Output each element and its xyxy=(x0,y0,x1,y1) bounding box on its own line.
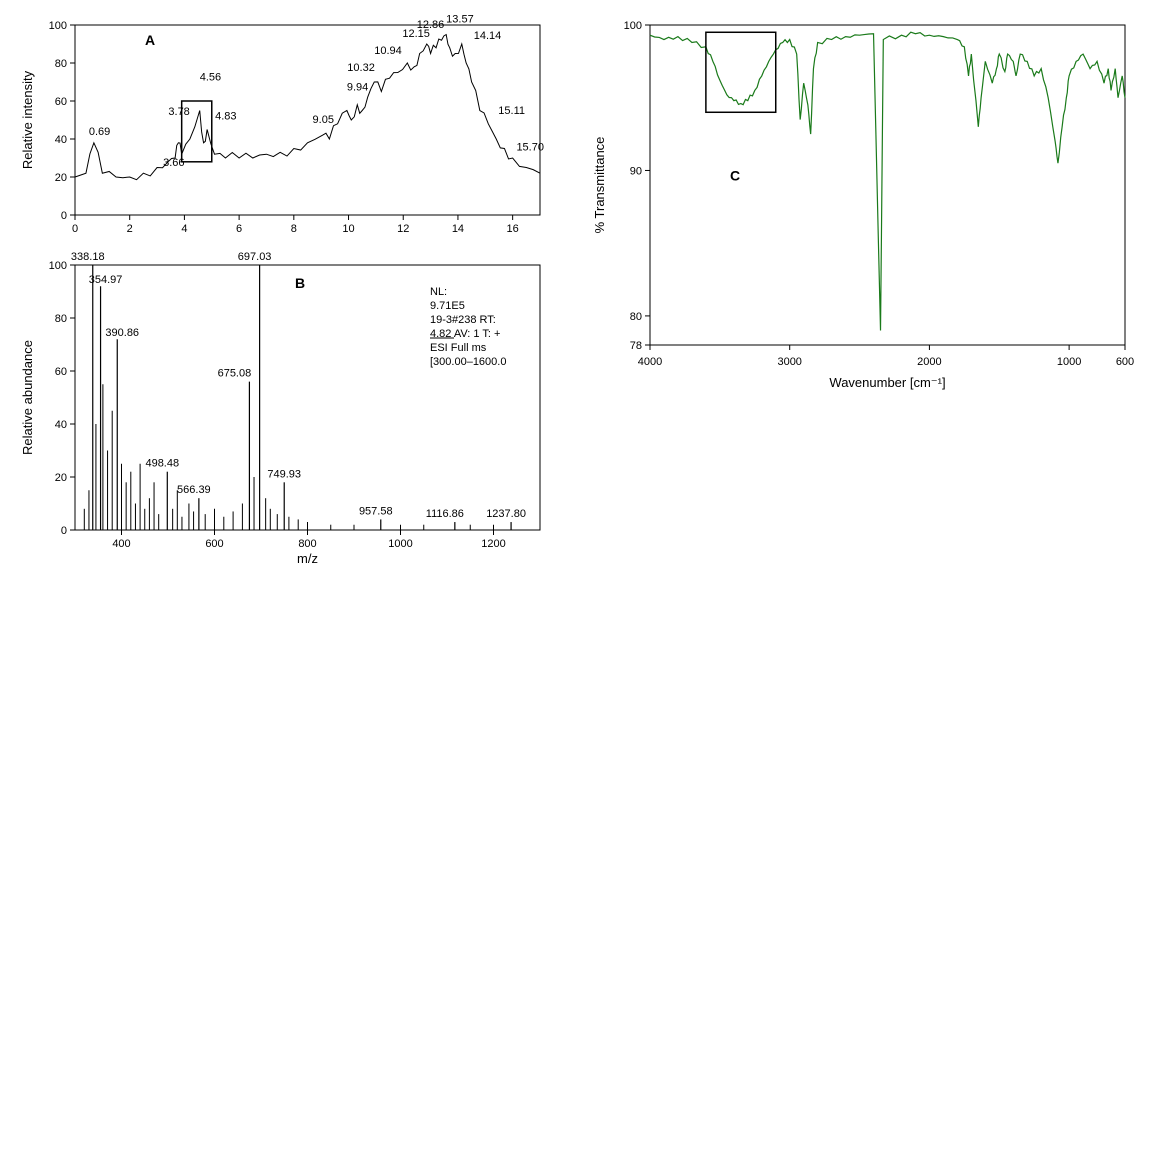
svg-text:2000: 2000 xyxy=(917,356,941,368)
svg-text:ESI Full ms: ESI Full ms xyxy=(430,342,487,354)
svg-text:14.14: 14.14 xyxy=(474,30,502,42)
svg-text:957.58: 957.58 xyxy=(359,505,393,517)
svg-text:4.56: 4.56 xyxy=(200,72,221,84)
panel-a: 0 20 40 60 80 100 0 2 4 6 8 10 12 14 16 Relative intens… xyxy=(10,10,550,240)
svg-text:4000: 4000 xyxy=(638,356,662,368)
svg-text:0: 0 xyxy=(72,223,78,235)
svg-text:16: 16 xyxy=(507,223,519,235)
svg-text:% Transmittance: % Transmittance xyxy=(592,137,607,234)
svg-text:566.39: 566.39 xyxy=(177,484,211,496)
svg-text:9.71E5: 9.71E5 xyxy=(430,300,465,312)
svg-text:100: 100 xyxy=(49,260,67,272)
svg-text:3.66: 3.66 xyxy=(163,157,184,169)
svg-text:338.18: 338.18 xyxy=(71,251,105,263)
left-column: 0204060801000246810121416Relative intens… xyxy=(0,0,560,580)
svg-text:14: 14 xyxy=(452,223,464,235)
svg-text:9.05: 9.05 xyxy=(313,114,334,126)
svg-text:12.86: 12.86 xyxy=(417,19,445,31)
svg-text:800: 800 xyxy=(298,538,316,550)
svg-text:354.97: 354.97 xyxy=(89,274,123,286)
svg-text:0: 0 xyxy=(61,525,67,537)
svg-text:6: 6 xyxy=(236,223,242,235)
svg-text:100: 100 xyxy=(624,20,642,32)
svg-text:400: 400 xyxy=(112,538,130,550)
svg-text:80: 80 xyxy=(630,311,642,323)
svg-text:100: 100 xyxy=(49,20,67,32)
svg-text:Wavenumber [cm⁻¹]: Wavenumber [cm⁻¹] xyxy=(829,375,945,390)
svg-text:8: 8 xyxy=(291,223,297,235)
svg-text:Relative intensity: Relative intensity xyxy=(20,70,35,169)
svg-text:10: 10 xyxy=(342,223,354,235)
svg-text:0.69: 0.69 xyxy=(89,126,110,138)
svg-text:1237.80: 1237.80 xyxy=(486,508,526,520)
svg-text:4: 4 xyxy=(181,223,187,235)
svg-text:600: 600 xyxy=(205,538,223,550)
svg-text:1116.86: 1116.86 xyxy=(426,508,464,520)
panel-b: 0 20 40 60 80 100 400 600 800 1000 1200 m/z Relative… xyxy=(10,250,550,570)
svg-text:C: C xyxy=(730,167,740,183)
svg-text:1000: 1000 xyxy=(388,538,412,550)
svg-text:13.57: 13.57 xyxy=(446,14,474,26)
svg-text:12: 12 xyxy=(397,223,409,235)
svg-text:10.32: 10.32 xyxy=(347,62,375,74)
svg-text:749.93: 749.93 xyxy=(267,468,301,480)
svg-text:78: 78 xyxy=(630,340,642,352)
svg-text:498.48: 498.48 xyxy=(145,458,179,470)
svg-text:0: 0 xyxy=(61,210,67,222)
svg-text:B: B xyxy=(295,275,305,291)
svg-text:2: 2 xyxy=(127,223,133,235)
svg-text:19-3#238 RT:: 19-3#238 RT: xyxy=(430,314,496,326)
svg-text:60: 60 xyxy=(55,366,67,378)
svg-text:600: 600 xyxy=(1116,356,1134,368)
panel-c: 78 80 90 100 4000 3000 2000 1000 600 Wavenumber [… xyxy=(580,10,1140,400)
svg-text:40: 40 xyxy=(55,419,67,431)
right-column: 78 80 90 100 4000 3000 2000 1000 600 Wavenumber [… xyxy=(560,0,1152,580)
svg-text:NL:: NL: xyxy=(430,286,447,298)
svg-text:80: 80 xyxy=(55,58,67,70)
svg-text:80: 80 xyxy=(55,313,67,325)
svg-text:[300.00–1600.0: [300.00–1600.0 xyxy=(430,356,506,368)
svg-text:20: 20 xyxy=(55,472,67,484)
svg-text:60: 60 xyxy=(55,96,67,108)
svg-text:1200: 1200 xyxy=(481,538,505,550)
svg-text:15.70: 15.70 xyxy=(516,142,544,154)
svg-text:Relative abundance: Relative abundance xyxy=(20,340,35,455)
svg-text:390.86: 390.86 xyxy=(105,327,139,339)
svg-text:A: A xyxy=(145,32,155,48)
svg-text:9.94: 9.94 xyxy=(347,82,368,94)
svg-text:697.03: 697.03 xyxy=(238,251,272,263)
svg-text:4.83: 4.83 xyxy=(215,111,236,123)
svg-text:10.94: 10.94 xyxy=(374,45,402,57)
svg-text:3000: 3000 xyxy=(777,356,801,368)
svg-text:90: 90 xyxy=(630,165,642,177)
svg-text:20: 20 xyxy=(55,172,67,184)
svg-text:1000: 1000 xyxy=(1057,356,1081,368)
svg-text:675.08: 675.08 xyxy=(218,368,252,380)
svg-text:40: 40 xyxy=(55,134,67,146)
svg-text:3.78: 3.78 xyxy=(168,106,189,118)
svg-text:15.11: 15.11 xyxy=(498,105,525,117)
figure-container: 0204060801000246810121416Relative intens… xyxy=(0,0,1152,580)
svg-text:m/z: m/z xyxy=(297,551,318,566)
